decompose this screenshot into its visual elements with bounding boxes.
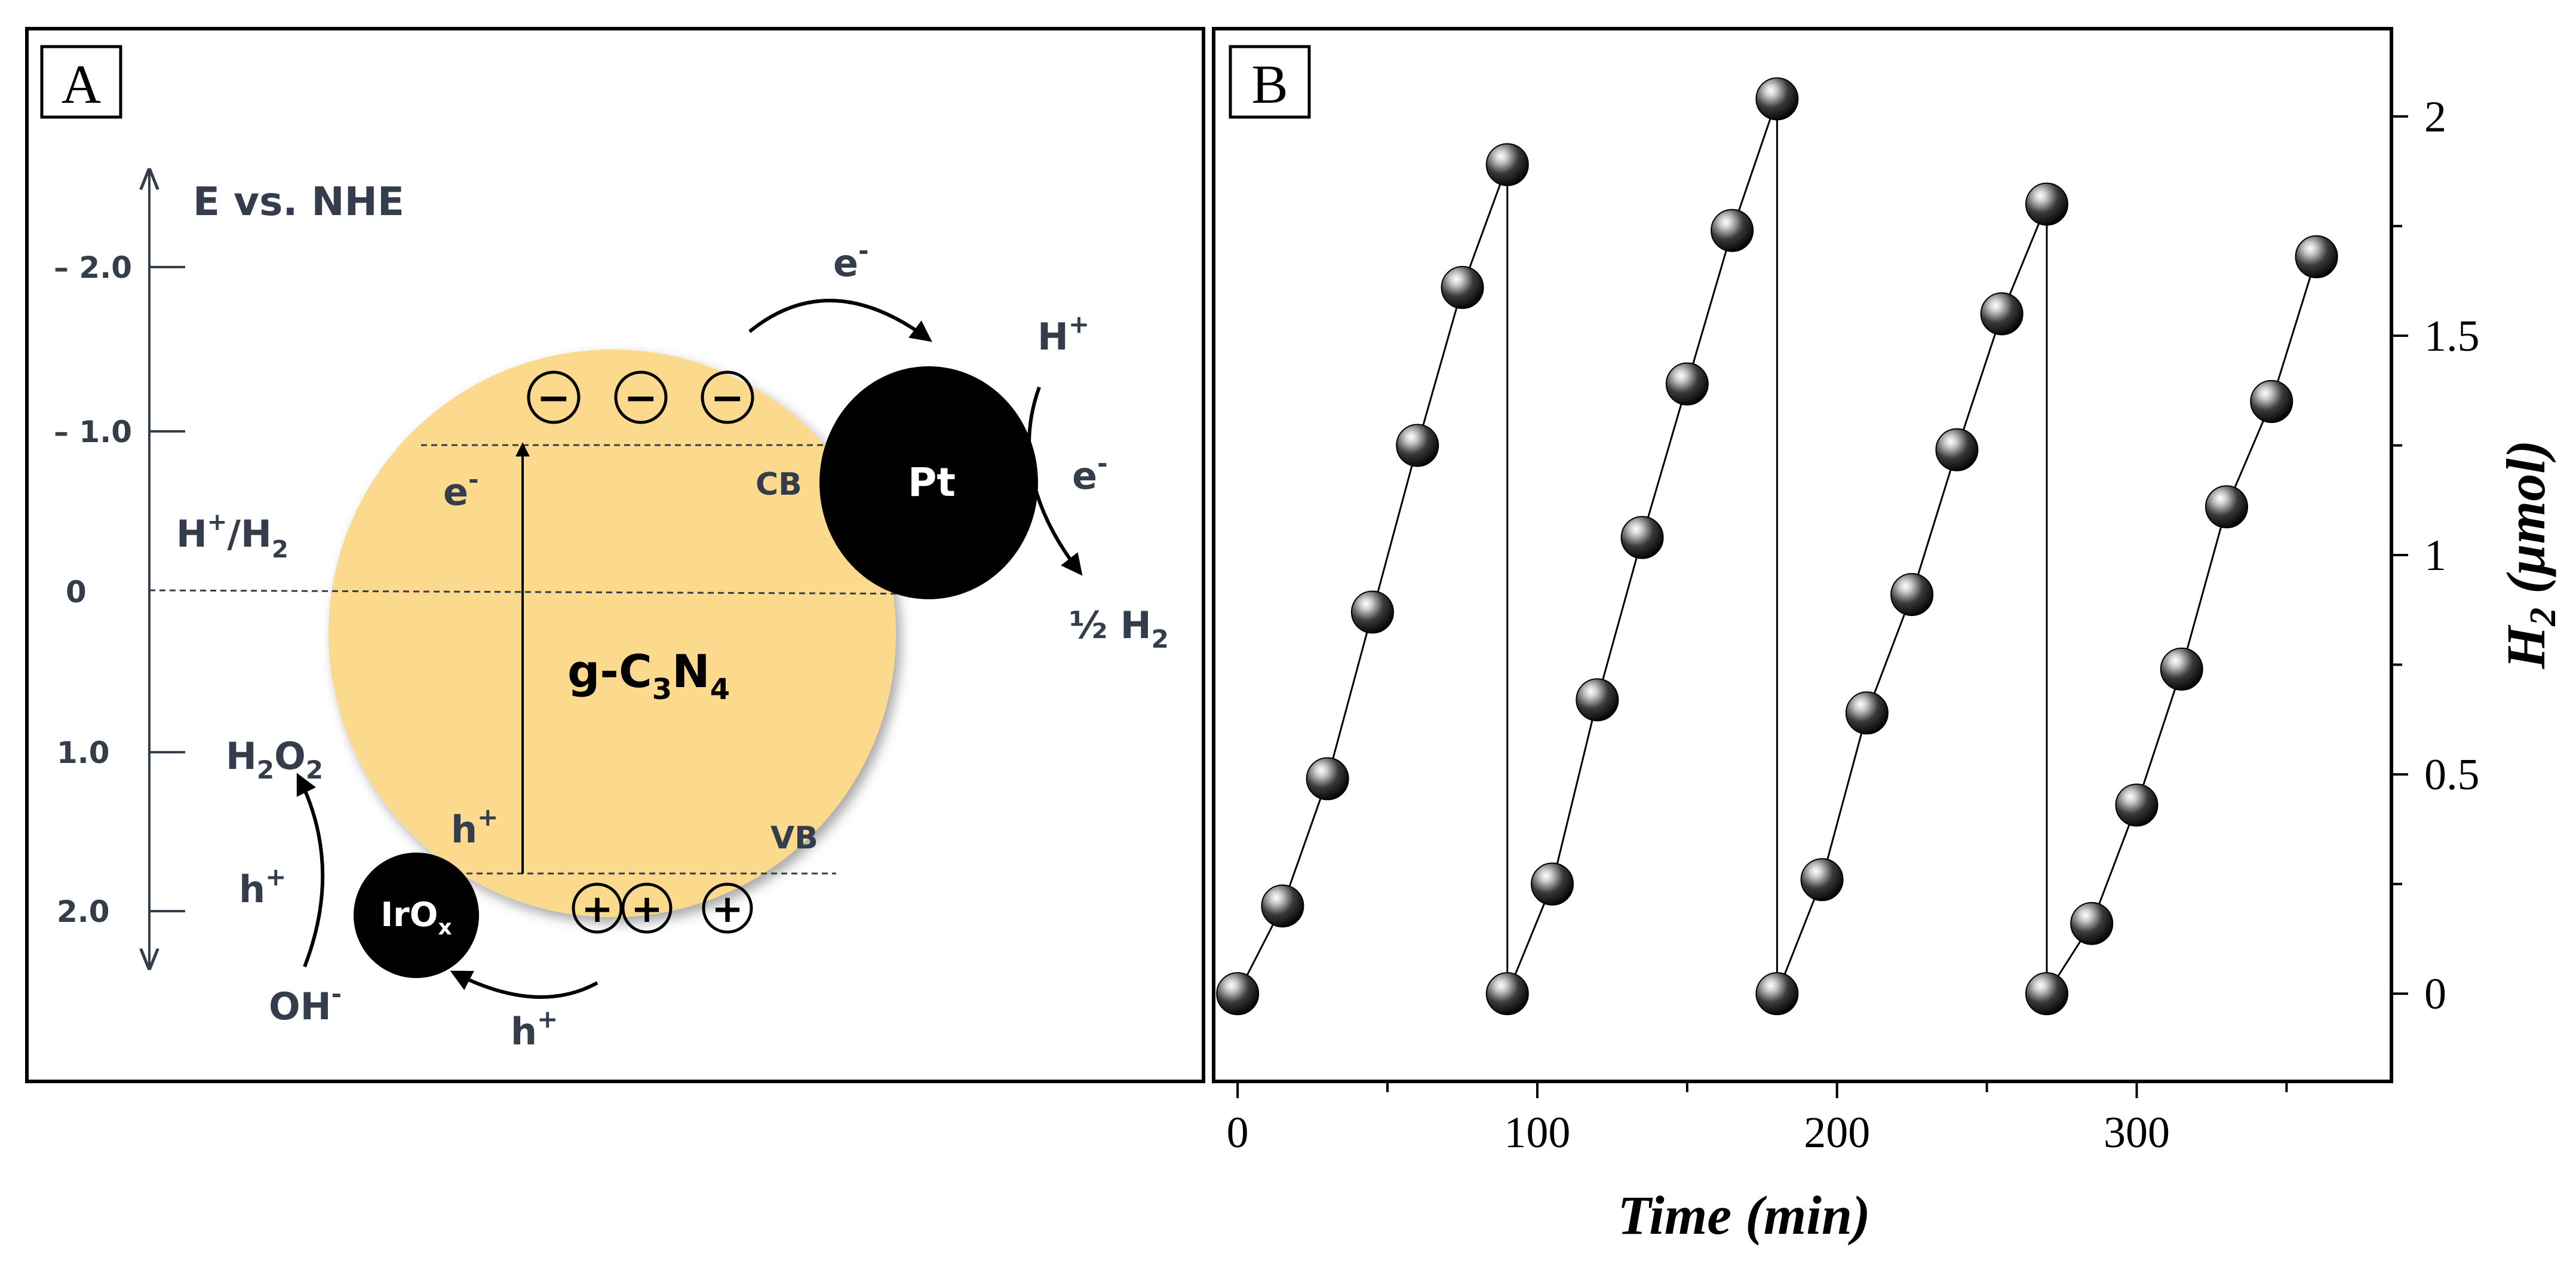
data-point [1711, 209, 1754, 252]
data-point [2070, 902, 2114, 945]
material-label: g-C3N4 [567, 645, 730, 706]
electron-in-gap-label: e- [443, 465, 479, 514]
energy-axis-ticks [149, 266, 185, 912]
data-point [1350, 590, 1394, 634]
energy-tick-label: 0 [66, 575, 87, 609]
data-point [1485, 143, 1529, 186]
data-point [2025, 972, 2068, 1016]
data-point [1980, 292, 2024, 336]
data-point [1441, 266, 1484, 309]
energy-tick-label: – 2.0 [54, 250, 132, 285]
panel-b-chart: B 0 100 200 300 0 0.5 1 1.5 2 Time (min) H2 (µm… [1212, 27, 2563, 1246]
panel-b-label-box [1229, 45, 1311, 119]
energy-tick-label: 1.0 [57, 735, 110, 770]
y-tick-label: 1 [2424, 531, 2446, 580]
panel-b-label: B [1251, 54, 1288, 115]
x-tick-label: 200 [1804, 1108, 1870, 1157]
panel-a-label: A [62, 54, 101, 115]
hydroxide-label: OH- [269, 979, 342, 1028]
reset-lines [1506, 99, 2048, 994]
x-tick-label: 0 [1227, 1108, 1249, 1157]
energy-tick-label: 2.0 [57, 894, 110, 929]
half-h2-label: ½ H2 [1069, 603, 1169, 654]
h-plus-h2-label: H+/H2 [176, 508, 288, 563]
panel-a-label-box [40, 45, 122, 119]
oxidation-hole-label: h+ [239, 862, 286, 911]
g-c3n4-particle [328, 350, 896, 917]
data-point [1755, 77, 1799, 121]
data-point [1845, 691, 1889, 735]
data-point [2205, 485, 2249, 529]
irox-label: IrOx [380, 896, 452, 940]
data-point [1935, 428, 1979, 471]
oxidation-arrow [296, 773, 325, 968]
data-point [2295, 235, 2338, 278]
reduction-electron-label: e- [1072, 449, 1108, 498]
y-tick-label: 2 [2424, 93, 2446, 142]
hole-in-gap-label: h+ [451, 802, 498, 851]
data-point [1576, 678, 1619, 722]
electron-sign: − [537, 375, 571, 422]
x-axis-label: Time (min) [1617, 1185, 1870, 1246]
data-point [1261, 884, 1304, 928]
electron-transfer-label: e- [833, 236, 869, 285]
panel-b-frame [1212, 27, 2393, 1083]
energy-tick-label: – 1.0 [54, 415, 132, 449]
data-point [1800, 858, 1844, 902]
data-point [1306, 757, 1349, 801]
data-point [2025, 182, 2068, 226]
x-axis-ticks: 0 100 200 300 [1227, 1081, 2288, 1157]
pt-cocatalyst [819, 366, 1038, 599]
irox-cocatalyst [354, 853, 479, 978]
hole-sign: + [711, 887, 744, 931]
cb-label: CB [756, 467, 802, 502]
vb-label: VB [770, 820, 818, 856]
data-point [2115, 783, 2159, 827]
y-tick-label: 0.5 [2424, 750, 2480, 799]
data-point [1216, 972, 1260, 1016]
data-point [1531, 862, 1574, 906]
electron-charges [527, 370, 754, 424]
x-tick-label: 100 [1504, 1108, 1570, 1157]
hole-charges [572, 882, 753, 934]
proton-label: H+ [1037, 309, 1089, 358]
data-points [1216, 77, 2338, 1016]
y-tick-label: 0 [2424, 970, 2446, 1019]
data-point [2250, 380, 2293, 424]
x-tick-label: 300 [2104, 1108, 2170, 1157]
h-plus-h2-level-line [149, 589, 944, 595]
data-point [1755, 972, 1799, 1016]
data-point [1396, 424, 1439, 467]
y-tick-label: 1.5 [2424, 312, 2480, 361]
electron-transfer-arrow [748, 299, 932, 342]
electron-sign: − [624, 375, 658, 422]
hole-transfer-label: h+ [511, 1004, 558, 1053]
energy-axis-title: E vs. NHE [193, 179, 404, 225]
hole-sign: + [581, 887, 613, 931]
y-axis-ticks: 0 0.5 1 1.5 2 [2391, 93, 2480, 1019]
panel-a-band-diagram: A E vs. NHE – 2.0 – 1.0 0 1.0 2.0 H+/H2 [25, 27, 1205, 1083]
pt-label: Pt [908, 459, 956, 505]
hole-transfer-arrow [450, 970, 598, 999]
y-axis-label: H2 (µmol) [2495, 440, 2563, 670]
data-point [1890, 573, 1934, 617]
data-point [1665, 362, 1709, 406]
data-point [2160, 647, 2203, 691]
electron-sign: − [711, 375, 745, 422]
data-point [1620, 516, 1664, 559]
reduction-arrow [1027, 386, 1083, 576]
data-point [1485, 972, 1529, 1016]
hole-sign: + [631, 887, 663, 931]
